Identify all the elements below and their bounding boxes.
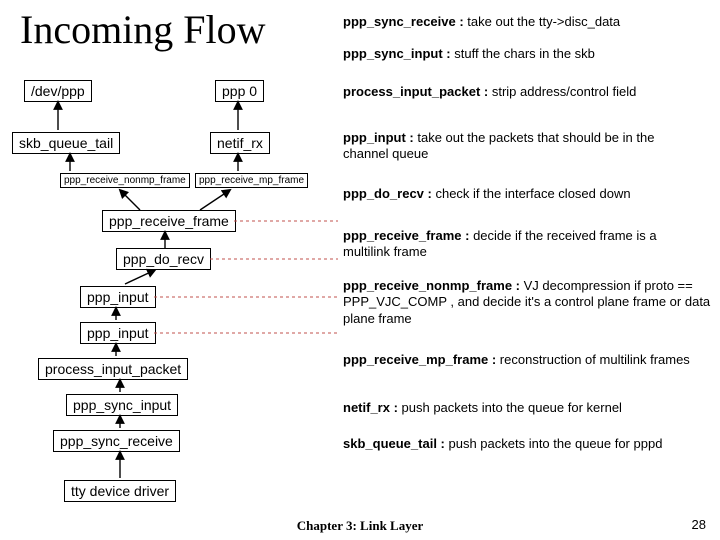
desc-sync-receive-text: take out the tty->disc_data bbox=[464, 14, 620, 29]
page-number: 28 bbox=[692, 517, 706, 532]
node-ppp0: ppp 0 bbox=[215, 80, 264, 102]
node-rx-frame: ppp_receive_frame bbox=[102, 210, 236, 232]
node-netif-rx: netif_rx bbox=[210, 132, 270, 154]
desc-netif-rx-text: push packets into the queue for kernel bbox=[398, 400, 622, 415]
page-title: Incoming Flow bbox=[20, 6, 266, 53]
desc-rx-nonmp: ppp_receive_nonmp_frame : VJ decompressi… bbox=[343, 278, 713, 327]
node-ppp-input2: ppp_input bbox=[80, 322, 156, 344]
node-sync-recv: ppp_sync_receive bbox=[53, 430, 180, 452]
desc-skb-label: skb_queue_tail : bbox=[343, 436, 445, 451]
node-dev-ppp: /dev/ppp bbox=[24, 80, 92, 102]
node-skb-queue-tail: skb_queue_tail bbox=[12, 132, 120, 154]
node-proc-input: process_input_packet bbox=[38, 358, 188, 380]
desc-rx-frame-label: ppp_receive_frame : bbox=[343, 228, 469, 243]
diagram-arrows bbox=[0, 0, 720, 540]
desc-sync-receive: ppp_sync_receive : take out the tty->dis… bbox=[343, 14, 703, 30]
node-sync-input: ppp_sync_input bbox=[66, 394, 178, 416]
desc-proc-input-label: process_input_packet : bbox=[343, 84, 488, 99]
footer-text: Chapter 3: Link Layer bbox=[297, 518, 424, 534]
desc-netif-rx: netif_rx : push packets into the queue f… bbox=[343, 400, 703, 416]
node-ppp-input1: ppp_input bbox=[80, 286, 156, 308]
desc-proc-input: process_input_packet : strip address/con… bbox=[343, 84, 713, 100]
desc-sync-input-text: stuff the chars in the skb bbox=[451, 46, 595, 61]
node-rx-nonmp: ppp_receive_nonmp_frame bbox=[60, 173, 190, 188]
desc-rx-mp-text: reconstruction of multilink frames bbox=[496, 352, 690, 367]
desc-ppp-input: ppp_input : take out the packets that sh… bbox=[343, 130, 703, 163]
desc-rx-frame: ppp_receive_frame : decide if the receiv… bbox=[343, 228, 703, 261]
node-tty-drv: tty device driver bbox=[64, 480, 176, 502]
desc-rx-mp: ppp_receive_mp_frame : reconstruction of… bbox=[343, 352, 703, 368]
desc-sync-receive-label: ppp_sync_receive : bbox=[343, 14, 464, 29]
desc-ppp-input-label: ppp_input : bbox=[343, 130, 414, 145]
desc-netif-rx-label: netif_rx : bbox=[343, 400, 398, 415]
node-rx-mp: ppp_receive_mp_frame bbox=[195, 173, 308, 188]
desc-do-recv-text: check if the interface closed down bbox=[432, 186, 631, 201]
desc-skb: skb_queue_tail : push packets into the q… bbox=[343, 436, 703, 452]
desc-rx-nonmp-label: ppp_receive_nonmp_frame : bbox=[343, 278, 520, 293]
desc-do-recv-label: ppp_do_recv : bbox=[343, 186, 432, 201]
desc-sync-input: ppp_sync_input : stuff the chars in the … bbox=[343, 46, 703, 62]
desc-sync-input-label: ppp_sync_input : bbox=[343, 46, 451, 61]
desc-rx-mp-label: ppp_receive_mp_frame : bbox=[343, 352, 496, 367]
desc-skb-text: push packets into the queue for pppd bbox=[445, 436, 663, 451]
node-do-recv: ppp_do_recv bbox=[116, 248, 211, 270]
desc-do-recv: ppp_do_recv : check if the interface clo… bbox=[343, 186, 703, 202]
desc-proc-input-text: strip address/control field bbox=[488, 84, 636, 99]
